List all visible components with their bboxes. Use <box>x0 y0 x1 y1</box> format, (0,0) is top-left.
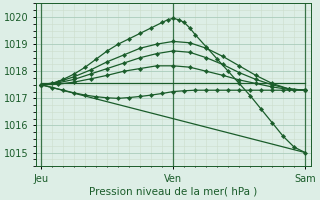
X-axis label: Pression niveau de la mer( hPa ): Pression niveau de la mer( hPa ) <box>89 187 257 197</box>
